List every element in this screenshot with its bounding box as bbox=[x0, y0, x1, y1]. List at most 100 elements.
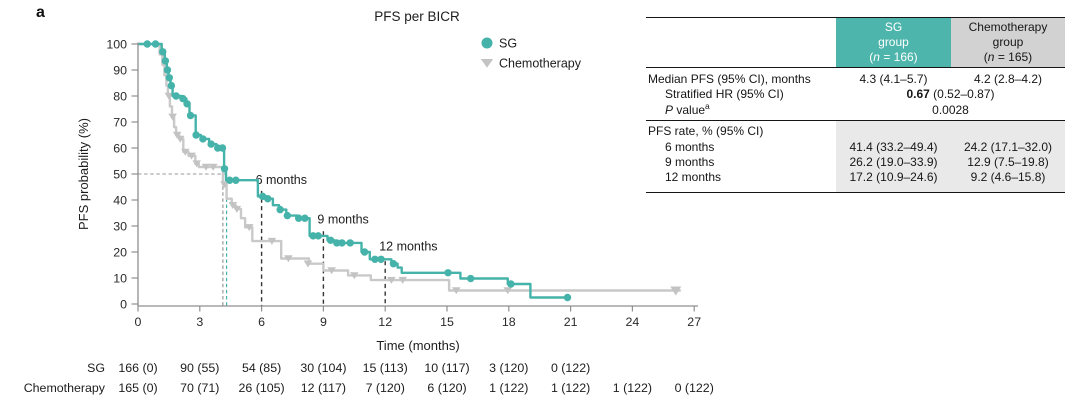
axes: 0 3 6 9 12 15 18 21 24 27 0 10 20 30 40 50 60 70 80 90 100 Ti… bbox=[76, 37, 701, 353]
censor-mark bbox=[199, 135, 207, 143]
end-arrow bbox=[670, 286, 682, 296]
sg-group-n: (n = 166) bbox=[869, 50, 918, 64]
sg-group-name: SG bbox=[884, 20, 903, 34]
x-tick-label: 24 bbox=[626, 315, 640, 329]
reference-lines: 6 months 9 months 12 months bbox=[138, 173, 438, 306]
censor-mark bbox=[276, 205, 284, 214]
y-tick-label: 20 bbox=[113, 245, 127, 259]
censor-mark bbox=[143, 40, 151, 48]
results-table: SG group (n = 166) Chemotherapy group (n… bbox=[646, 17, 1065, 193]
p-value: 0.0028 bbox=[932, 102, 969, 117]
table-header-rule bbox=[646, 67, 1065, 68]
y-tick-label: 40 bbox=[113, 193, 127, 207]
censor-mark bbox=[451, 287, 461, 295]
y-tick-label: 0 bbox=[120, 297, 127, 311]
risk-count: 30 (104) bbox=[300, 361, 346, 375]
risk-count: 166 (0) bbox=[118, 361, 157, 375]
rate-6mo-sg: 41.4 (33.2–49.4) bbox=[849, 139, 938, 154]
table-section-median: Median PFS (95% CI), months 4.3 (4.1–5.7… bbox=[646, 68, 1065, 120]
censor-mark bbox=[563, 293, 572, 302]
censor-mark bbox=[264, 195, 272, 203]
censor-mark bbox=[327, 267, 336, 275]
pfs-rate-shading bbox=[836, 121, 1065, 192]
censor-mark bbox=[183, 100, 191, 108]
legend-chemotherapy-marker bbox=[480, 59, 494, 68]
table-row: PFS rate, % (95% CI) bbox=[646, 124, 1065, 139]
y-tick-label: 30 bbox=[113, 219, 127, 233]
censor-mark bbox=[151, 40, 160, 48]
y-tick-label: 10 bbox=[113, 271, 127, 285]
y-tick-label: 50 bbox=[113, 167, 127, 181]
censor-mark bbox=[187, 152, 196, 160]
stratified-hr-label: Stratified HR (95% CI) bbox=[665, 87, 784, 102]
censor-mark bbox=[333, 239, 341, 247]
stratified-hr-value: 0.67 (0.52–0.87) bbox=[906, 87, 995, 102]
x-axis-label: Time (months) bbox=[376, 338, 459, 353]
chemo-group-word: group bbox=[992, 35, 1024, 49]
censor-mark bbox=[232, 176, 240, 184]
table-header-sg-group: SG group (n = 166) bbox=[836, 18, 951, 67]
censor-mark bbox=[338, 239, 346, 247]
y-tick-label: 60 bbox=[113, 141, 127, 155]
censor-mark bbox=[301, 214, 309, 222]
censor-mark bbox=[466, 274, 475, 283]
rate-9mo-label: 9 months bbox=[665, 155, 715, 170]
x-tick-label: 27 bbox=[687, 315, 701, 329]
censor-mark bbox=[232, 205, 242, 213]
censor-mark bbox=[179, 94, 187, 103]
censor-mark bbox=[225, 176, 234, 184]
censor-mark bbox=[294, 214, 303, 222]
legend-sg-label: SG bbox=[499, 37, 517, 51]
rate-9mo-chemo: 12.9 (7.5–19.8) bbox=[967, 155, 1049, 170]
legend: SG Chemotherapy bbox=[480, 37, 582, 71]
x-tick-label: 0 bbox=[135, 315, 142, 329]
x-tick-label: 12 bbox=[378, 315, 392, 329]
censor-mark bbox=[326, 236, 335, 244]
rate-12mo-chemo: 9.2 (4.6–15.8) bbox=[970, 170, 1046, 185]
median-pfs-chemo-value: 4.2 (2.8–4.2) bbox=[973, 72, 1043, 86]
censor-mark bbox=[503, 287, 513, 295]
risk-row-label: SG bbox=[87, 361, 105, 375]
censor-mark bbox=[309, 232, 317, 240]
rate-9mo-sg: 26.2 (19.0–33.9) bbox=[849, 155, 938, 170]
panel-label: a bbox=[36, 4, 45, 21]
timepoint-label: 9 months bbox=[317, 212, 368, 226]
censor-mark bbox=[192, 160, 202, 168]
chemo-group-name: Chemotherapy bbox=[968, 20, 1048, 34]
y-tick-label: 100 bbox=[106, 37, 127, 51]
chart-title: PFS per BICR bbox=[374, 9, 460, 24]
censor-mark bbox=[165, 74, 174, 82]
risk-count: 3 (120) bbox=[489, 361, 528, 375]
censor-mark bbox=[267, 237, 277, 245]
km-curve bbox=[138, 42, 571, 299]
risk-count: 7 (120) bbox=[366, 381, 405, 395]
censor-mark bbox=[314, 232, 322, 240]
censor-mark bbox=[220, 165, 229, 173]
table-bottom-rule bbox=[646, 191, 1065, 193]
risk-count: 1 (122) bbox=[489, 381, 528, 395]
censor-mark bbox=[444, 269, 452, 277]
risk-count: 165 (0) bbox=[118, 381, 157, 395]
risk-count: 6 (120) bbox=[427, 381, 466, 395]
censor-mark bbox=[389, 260, 398, 268]
x-tick-label: 18 bbox=[502, 315, 516, 329]
censor-mark bbox=[186, 111, 195, 120]
series-chemotherapy bbox=[138, 42, 682, 296]
censor-mark bbox=[228, 202, 238, 209]
y-tick-label: 90 bbox=[113, 63, 127, 77]
censor-mark bbox=[168, 113, 177, 121]
km-curve bbox=[138, 42, 681, 292]
risk-count: 10 (117) bbox=[424, 361, 469, 375]
censor-mark bbox=[164, 92, 174, 100]
risk-count: 15 (113) bbox=[363, 361, 408, 375]
table-header-chemo-group: Chemotherapy group (n = 165) bbox=[951, 18, 1065, 67]
censor-mark bbox=[208, 163, 218, 171]
censor-mark bbox=[163, 66, 172, 74]
censor-mark bbox=[172, 92, 180, 100]
censor-mark bbox=[207, 140, 215, 148]
table-row: P valuea 0.0028 bbox=[646, 102, 1065, 118]
censor-mark bbox=[283, 211, 292, 220]
x-tick-label: 3 bbox=[196, 315, 203, 329]
